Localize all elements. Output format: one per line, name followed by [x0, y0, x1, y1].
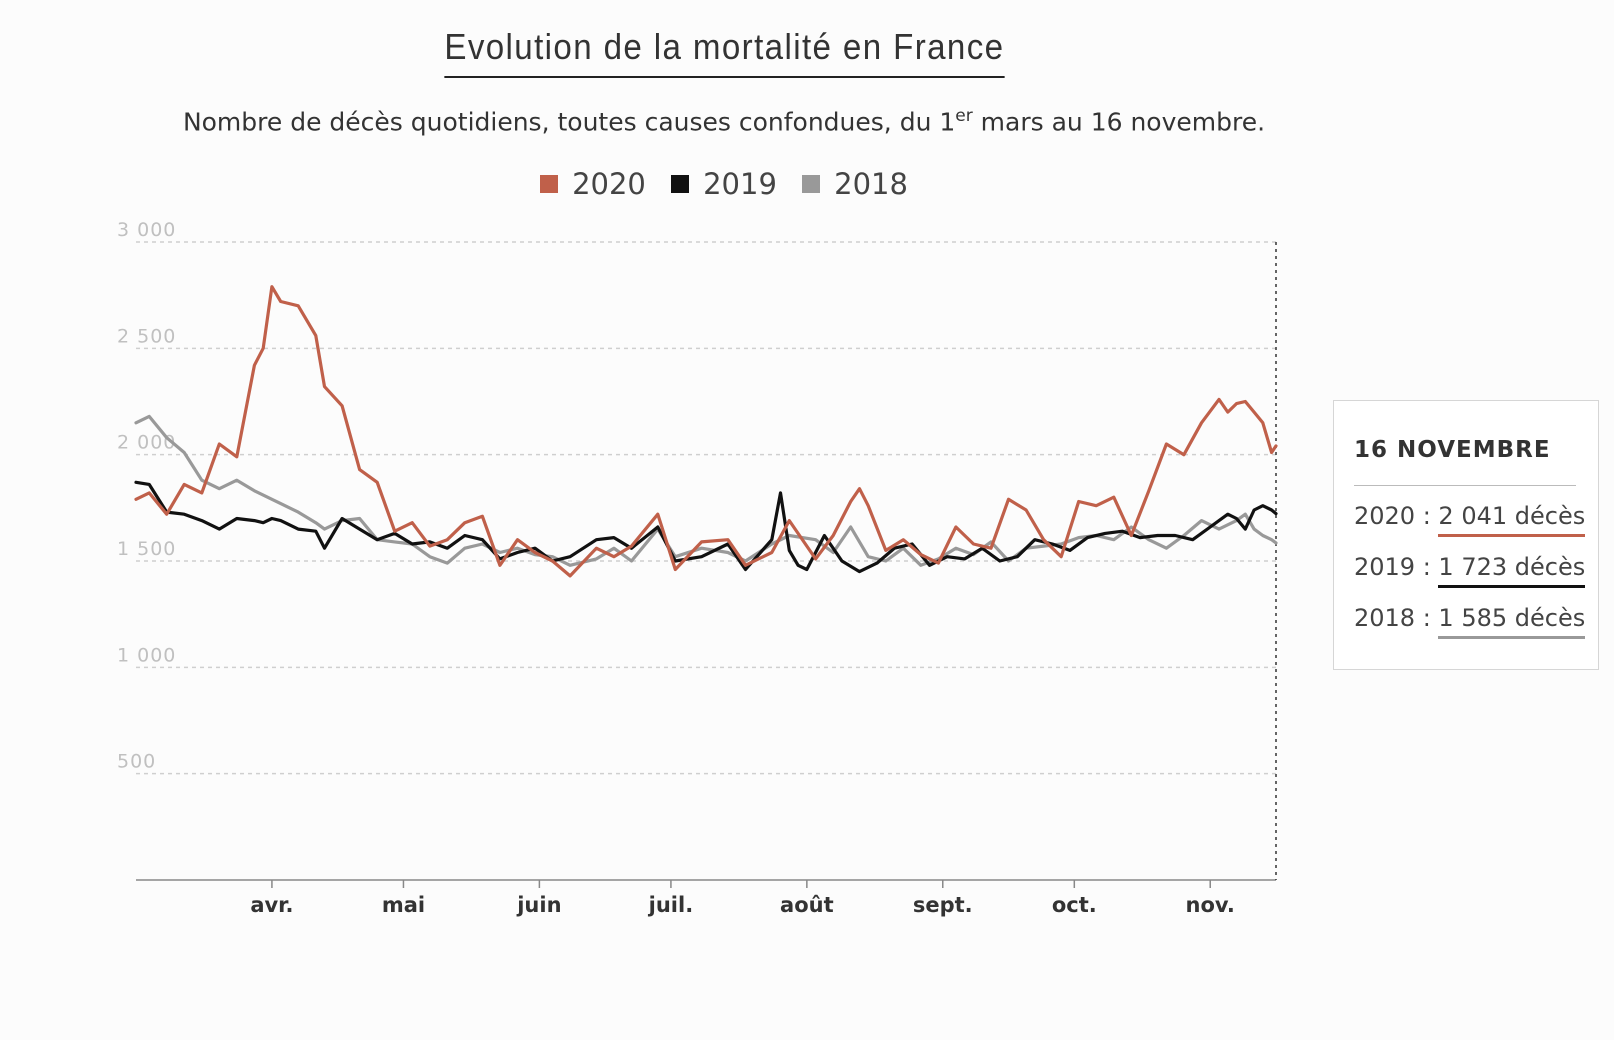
- series-line-2019: [134, 480, 1278, 574]
- legend-label-2019: 2019: [703, 167, 777, 201]
- y-tick-label: 2 500: [117, 325, 176, 347]
- legend-item-2018[interactable]: 2018: [802, 167, 908, 201]
- x-tick-label: août: [780, 893, 834, 917]
- series-line-2020: [134, 285, 1278, 578]
- tooltip-year-2018: 2018: [1354, 604, 1416, 632]
- x-tick-label: sept.: [913, 893, 973, 917]
- x-tick-label: juil.: [648, 893, 694, 917]
- tooltip-sep-2019: :: [1415, 553, 1439, 581]
- x-tick-label: mai: [382, 893, 425, 917]
- legend-swatch-2020: [540, 175, 559, 193]
- y-tick-label: 500: [117, 751, 156, 773]
- x-tick-label: oct.: [1052, 893, 1097, 917]
- legend-swatch-2018: [802, 175, 821, 193]
- legend-label-2018: 2018: [834, 167, 908, 201]
- tooltip-value-2018: 1 585 décès: [1438, 604, 1586, 639]
- tooltip-row-2020: 2020 : 2 041 décès: [1354, 502, 1586, 537]
- tooltip-date: 16 NOVEMBRE: [1354, 437, 1576, 486]
- tooltip-year-2019: 2019: [1354, 553, 1416, 581]
- y-tick-label: 2 000: [117, 432, 176, 454]
- x-tick-label: juin: [516, 893, 561, 917]
- y-tick-label: 1 000: [117, 644, 176, 666]
- tooltip-row-2018: 2018 : 1 585 décès: [1354, 604, 1586, 639]
- legend-swatch-2019: [671, 175, 690, 193]
- title-container: Evolution de la mortalité en France: [0, 26, 1448, 78]
- tooltip-sep-2020: :: [1415, 502, 1439, 530]
- legend-label-2020: 2020: [572, 167, 646, 201]
- legend-item-2019[interactable]: 2019: [671, 167, 777, 201]
- legend: 2020 2019 2018: [0, 166, 1448, 201]
- tooltip-year-2020: 2020: [1354, 502, 1416, 530]
- chart-title: Evolution de la mortalité en France: [443, 26, 1005, 78]
- hover-tooltip: 16 NOVEMBRE 2020 : 2 041 décès 2019 : 1 …: [1333, 400, 1599, 670]
- tooltip-row-2019: 2019 : 1 723 décès: [1354, 553, 1586, 588]
- subtitle-end: mars au 16 novembre.: [972, 107, 1266, 137]
- x-tick-label: avr.: [250, 893, 293, 917]
- y-tick-label: 1 500: [117, 538, 176, 560]
- tooltip-value-2020: 2 041 décès: [1438, 502, 1586, 537]
- subtitle-main: Nombre de décès quotidiens, toutes cause…: [182, 107, 956, 137]
- tooltip-sep-2018: :: [1415, 604, 1439, 632]
- y-tick-label: 3 000: [117, 219, 176, 241]
- legend-item-2020[interactable]: 2020: [540, 167, 646, 201]
- tooltip-value-2019: 1 723 décès: [1438, 553, 1586, 588]
- chart-subtitle: Nombre de décès quotidiens, toutes cause…: [0, 106, 1448, 136]
- x-tick-label: nov.: [1186, 893, 1235, 917]
- subtitle-superscript: er: [955, 106, 973, 126]
